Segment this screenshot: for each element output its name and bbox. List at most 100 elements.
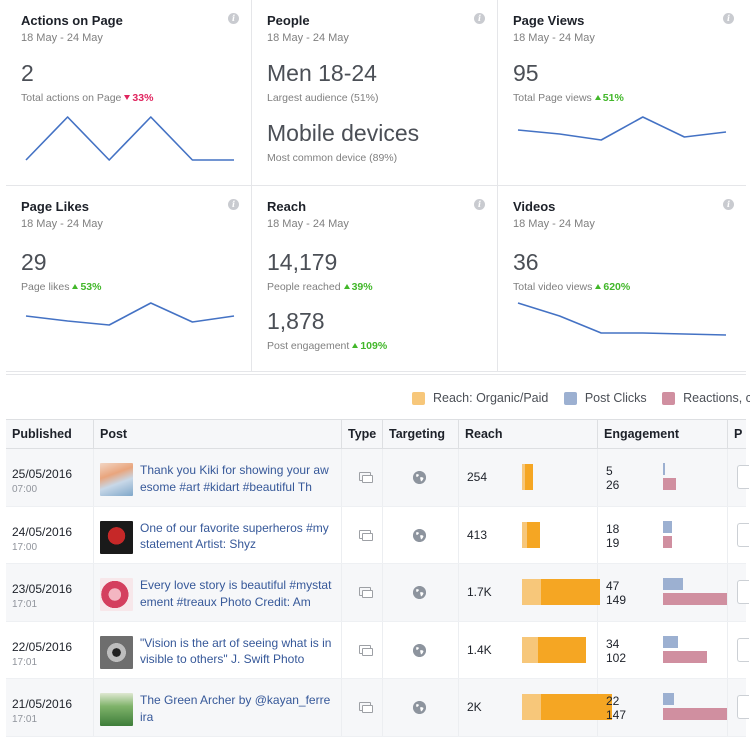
trend-up-icon — [343, 284, 350, 290]
published-cell: 22/05/2016 17:01 — [6, 621, 94, 678]
legend-swatch — [412, 391, 425, 405]
card-sub-label: Total video views — [513, 281, 593, 293]
sparkline — [25, 302, 235, 326]
info-icon[interactable]: i — [228, 199, 239, 210]
card-date-range: 18 May - 24 May — [513, 218, 595, 230]
card-title: Videos — [513, 199, 556, 214]
card-actions-on-page[interactable]: Actions on Page 18 May - 24 May i 2 Tota… — [6, 0, 252, 186]
column-header-engagement[interactable]: Engagement — [598, 420, 728, 449]
green-archer-thumbnail[interactable] — [100, 693, 133, 726]
reach-organic-bar — [522, 636, 538, 663]
globe-icon — [413, 471, 426, 484]
post-link[interactable]: Every love story is beautiful #mystateme… — [140, 578, 332, 609]
engagement-cell: 47 149 — [598, 564, 728, 621]
card-sub-label: Total actions on Page — [21, 92, 122, 104]
info-icon[interactable]: i — [723, 199, 734, 210]
kid-art-thumbnail[interactable] — [100, 463, 133, 496]
post-cell: One of our favorite superheros #mystatem… — [94, 506, 342, 563]
card-sub: Page likes 53% — [21, 281, 101, 293]
type-cell — [342, 506, 383, 563]
post-cell: The Green Archer by @kayan_ferreira — [94, 679, 342, 736]
post-engagement-value: 1,878 — [267, 308, 325, 334]
promote-button[interactable] — [737, 695, 749, 719]
post-link[interactable]: The Green Archer by @kayan_ferreira — [140, 693, 331, 724]
card-reach[interactable]: Reach 18 May - 24 May i 14,179 People re… — [252, 186, 498, 372]
promote-button[interactable] — [737, 522, 749, 547]
column-header-reach[interactable]: Reach — [459, 420, 598, 449]
card-title: Page Views — [513, 13, 585, 28]
info-icon[interactable]: i — [474, 13, 485, 24]
card-page-views[interactable]: Page Views 18 May - 24 May i 95 Total Pa… — [498, 0, 746, 186]
targeting-cell — [383, 621, 459, 678]
column-header-post[interactable]: Post — [94, 420, 342, 449]
chart-legend: Reach: Organic/Paid Post Clicks Reaction… — [412, 391, 750, 408]
globe-icon — [413, 701, 426, 714]
info-icon[interactable]: i — [228, 13, 239, 24]
card-change: 39% — [351, 281, 373, 293]
table-row[interactable]: 21/05/2016 17:01 The Green Archer by @ka… — [6, 679, 749, 737]
card-date-range: 18 May - 24 May — [267, 32, 349, 44]
card-value: 95 — [513, 60, 539, 86]
card-title: Page Likes — [21, 199, 89, 214]
table-row[interactable]: 22/05/2016 17:01 "Vision is the art of s… — [6, 621, 749, 679]
table-row[interactable]: 23/05/2016 17:01 Every love story is bea… — [6, 564, 749, 622]
legend-label: Reach: Organic/Paid — [433, 391, 549, 405]
card-page-likes[interactable]: Page Likes 18 May - 24 May i 29 Page lik… — [6, 186, 252, 372]
people-reached-value: 14,179 — [267, 249, 338, 275]
column-header-more[interactable]: P — [734, 427, 743, 441]
card-sub-label: Total Page views — [513, 92, 592, 104]
post-clicks-value: 22 — [606, 694, 620, 708]
more-cell — [728, 679, 749, 736]
table-body: 25/05/2016 07:00 Thank you Kiki for show… — [6, 449, 749, 737]
legend-label: Post Clicks — [584, 391, 647, 405]
card-sub-label: Page likes — [21, 281, 70, 293]
column-header-targeting[interactable]: Targeting — [383, 420, 459, 449]
info-icon[interactable]: i — [474, 199, 485, 210]
reach-value: 413 — [467, 527, 488, 542]
post-link[interactable]: One of our favorite superheros #mystatem… — [140, 520, 329, 552]
targeting-cell — [383, 679, 459, 736]
post-clicks-value: 47 — [606, 579, 620, 593]
promote-button[interactable] — [737, 580, 749, 604]
card-title: Reach — [267, 199, 307, 214]
reach-paid-bar — [526, 521, 540, 548]
card-sub-label: Post engagement — [267, 340, 350, 352]
post-link[interactable]: Thank you Kiki for showing your awesome … — [140, 463, 329, 494]
published-time: 17:01 — [12, 599, 38, 610]
table-row[interactable]: 25/05/2016 07:00 Thank you Kiki for show… — [6, 449, 749, 507]
published-date: 25/05/2016 — [12, 467, 73, 481]
promote-button[interactable] — [737, 637, 749, 662]
legend-swatch — [662, 391, 676, 405]
info-icon[interactable]: i — [723, 13, 734, 24]
card-people[interactable]: People 18 May - 24 May i Men 18-24 Large… — [252, 0, 498, 186]
globe-icon — [413, 643, 426, 657]
trend-down-icon — [124, 95, 131, 101]
globe-icon — [413, 586, 426, 599]
reactions-value: 19 — [606, 535, 620, 550]
published-date: 23/05/2016 — [12, 582, 73, 596]
card-videos[interactable]: Videos 18 May - 24 May i 36 Total video … — [498, 186, 746, 372]
published-time: 17:00 — [12, 541, 38, 553]
reach-cell: 2K — [459, 679, 612, 736]
reach-paid-bar — [538, 636, 586, 663]
table-row[interactable]: 24/05/2016 17:00 One of our favorite sup… — [6, 506, 749, 564]
post-link[interactable]: "Vision is the art of seeing what is inv… — [140, 635, 332, 667]
table-header: Published Post Type Targeting Reach Enga… — [6, 419, 746, 449]
column-header-published[interactable]: Published — [6, 420, 94, 449]
love-story-thumbnail[interactable] — [100, 578, 133, 611]
column-header-type[interactable]: Type — [342, 420, 383, 449]
card-sub: Total actions on Page 33% — [21, 92, 153, 104]
reach-cell: 1.7K — [459, 564, 601, 621]
reach-paid-bar — [525, 464, 534, 490]
superhero-thumbnail[interactable] — [100, 520, 133, 554]
post-clicks-value: 5 — [606, 464, 613, 478]
eye-thumbnail[interactable] — [100, 635, 133, 669]
photo-type-icon — [359, 529, 373, 541]
post-clicks-value: 34 — [606, 636, 620, 651]
reach-paid-bar — [541, 694, 612, 720]
engagement-cell: 5 26 — [598, 449, 728, 506]
promote-button[interactable] — [737, 465, 749, 489]
post-cell: Thank you Kiki for showing your awesome … — [94, 449, 342, 506]
photo-type-icon — [359, 472, 373, 483]
post-clicks-bar — [663, 463, 666, 475]
